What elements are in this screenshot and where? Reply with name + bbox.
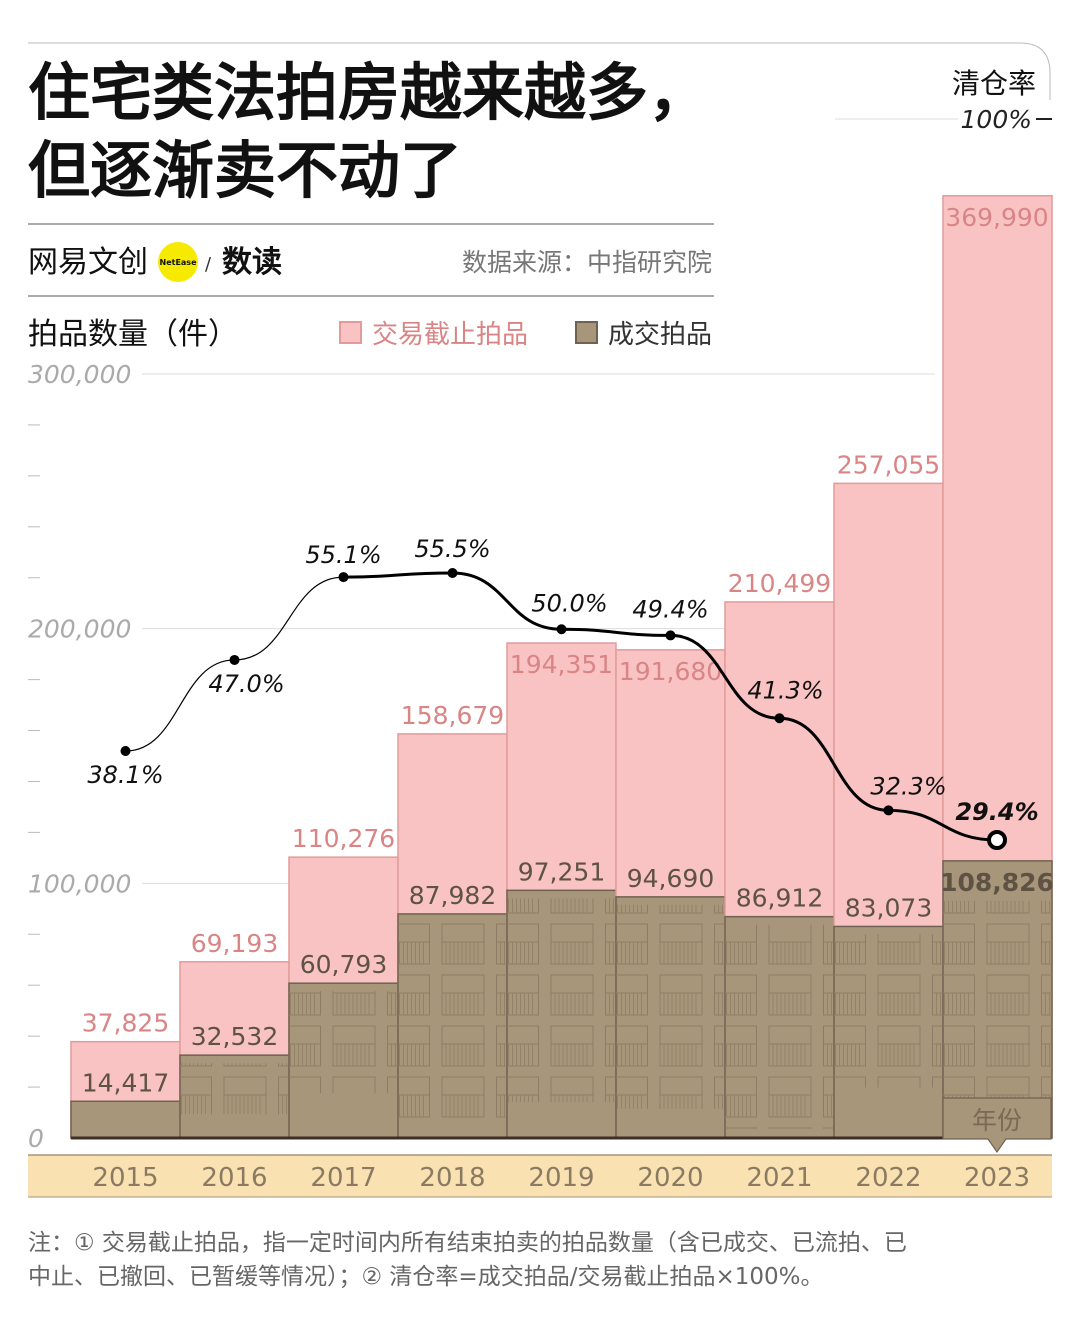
bar-label-total: 194,351 (510, 650, 613, 679)
legend-label-sold: 成交拍品 (608, 320, 712, 350)
y-tick-label: 100,000 (28, 869, 131, 898)
brand-badge-circle (158, 242, 198, 282)
x-tick-label: 2018 (419, 1163, 485, 1193)
bar-label-sold: 14,417 (82, 1068, 169, 1097)
bar-windows (289, 991, 398, 1094)
title-line2: 但逐渐卖不动了 (28, 134, 462, 207)
bar-label-total: 37,825 (82, 1009, 169, 1038)
rate-label: 55.5% (414, 535, 490, 563)
rate-line-segment (125, 659, 235, 752)
rate-line-segment (343, 571, 453, 579)
title-line1: 住宅类法拍房越来越多， (28, 56, 710, 129)
legend-swatch-total (339, 321, 362, 344)
rate-point (665, 630, 676, 641)
rate-line-segment (561, 627, 671, 637)
note-line1: 注：① 交易截止拍品，指一定时间内所有结束拍卖的拍品数量（含已成交、已流拍、已 (28, 1230, 907, 1256)
rate-line-segment (779, 716, 889, 812)
bar-label-sold: 86,912 (736, 884, 823, 913)
legend-swatch-sold (575, 321, 598, 344)
rate-label: 29.4% (955, 798, 1038, 826)
y-tick-label: 300,000 (28, 360, 131, 389)
bar-label-sold: 60,793 (300, 950, 387, 979)
bar-label-sold: 108,826 (940, 868, 1054, 897)
bar-label-sold: 97,251 (518, 857, 605, 886)
rate-label: 38.1% (87, 761, 163, 789)
rate-point (338, 572, 349, 583)
legend-label-total: 交易截止拍品 (372, 320, 528, 350)
rate-point (120, 746, 131, 757)
y-axis-title: 拍品数量（件） (28, 317, 238, 352)
bar-label-total: 69,193 (191, 929, 278, 958)
x-axis-title-tag (942, 1097, 1052, 1154)
x-axis-band (28, 1155, 1052, 1197)
x-tick-label: 2017 (310, 1163, 376, 1193)
brand-sep: / (205, 254, 212, 275)
x-tick-label: 2019 (528, 1163, 594, 1193)
y2-axis-title: 清仓率 (952, 67, 1036, 100)
x-tick-label: 2021 (746, 1163, 812, 1193)
bar-windows (943, 900, 1052, 1105)
bar-windows (834, 934, 943, 1088)
source: 数据来源：中指研究院 (462, 248, 712, 277)
rate-point (774, 713, 785, 724)
rate-label: 55.1% (305, 541, 381, 569)
rate-line-segment (670, 633, 780, 720)
x-tick-label: 2015 (92, 1163, 158, 1193)
x-tick-label: 2016 (201, 1163, 267, 1193)
bar-label-sold: 83,073 (845, 893, 932, 922)
frame-border (28, 42, 1051, 100)
bar-label-sold: 87,982 (409, 881, 496, 910)
y-tick-label: 0 (28, 1124, 44, 1153)
y2-tick-label: 100% (961, 105, 1032, 134)
rate-line-segment (234, 576, 344, 661)
bar-windows (725, 924, 834, 1129)
rate-label: 49.4% (632, 595, 708, 623)
bar-windows (180, 1063, 289, 1115)
note-line2: 中止、已撤回、已暂缓等情况）；② 清仓率=成交拍品/交易截止拍品×100%。 (28, 1264, 823, 1290)
bar-sold (70, 1100, 181, 1139)
bar-label-total: 369,990 (945, 203, 1048, 232)
rate-label: 50.0% (531, 589, 607, 617)
rate-line-segment (452, 571, 562, 631)
rate-label: 47.0% (208, 670, 284, 698)
x-tick-label: 2023 (964, 1163, 1030, 1193)
rate-point (229, 654, 240, 665)
rate-point (447, 568, 458, 578)
bar-windows (616, 904, 725, 1109)
rate-label: 41.3% (747, 676, 823, 704)
rate-point (883, 805, 894, 816)
bar-label-total: 257,055 (837, 450, 940, 479)
bar-label-sold: 94,690 (627, 864, 714, 893)
rate-label: 32.3% (870, 772, 946, 800)
x-tick-label: 2020 (637, 1163, 703, 1193)
y-tick-label: 200,000 (28, 615, 131, 644)
rate-line-segment (888, 808, 998, 842)
brand-sub: 数读 (222, 245, 282, 280)
rate-point-current (987, 830, 1007, 851)
brand-badge: NetEase (160, 258, 198, 267)
bar-label-total: 110,276 (292, 824, 395, 853)
brand-name: 网易文创 (28, 245, 148, 280)
bar-windows (398, 921, 507, 1126)
x-tick-label: 2022 (855, 1163, 921, 1193)
bar-windows (507, 898, 616, 1103)
bar-label-total: 158,679 (401, 701, 504, 730)
rate-point (556, 624, 567, 635)
bar-label-sold: 32,532 (191, 1022, 278, 1051)
bar-label-total: 191,680 (619, 657, 722, 686)
bar-label-total: 210,499 (728, 569, 831, 598)
x-axis-title: 年份 (972, 1106, 1022, 1135)
